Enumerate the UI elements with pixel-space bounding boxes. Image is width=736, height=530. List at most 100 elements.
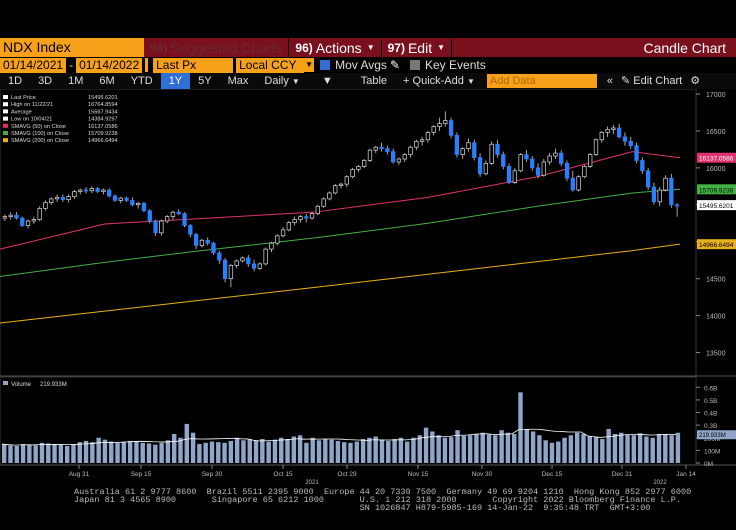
gear-icon[interactable]: ⚙: [690, 75, 701, 87]
chevron-down-icon[interactable]: ▼: [304, 58, 315, 72]
volume-bar: [190, 432, 196, 463]
currency-select[interactable]: Local CCY: [236, 57, 305, 73]
chevron-down-icon[interactable]: ▼: [321, 75, 333, 87]
volume-tick-label: 0.6B: [704, 385, 717, 392]
volume-bar: [165, 440, 171, 463]
candle-body: [251, 263, 257, 269]
volume-bar: [600, 439, 605, 463]
candle-body: [321, 198, 326, 207]
price-tag-label: 15709.9238: [699, 187, 734, 194]
time-tick-label: Oct 29: [337, 471, 357, 478]
pencil-icon: ✎: [620, 75, 634, 87]
candle-body: [535, 167, 541, 176]
price-axis: 1700016500160001550015000145001400013500…: [696, 92, 736, 358]
candle-body: [101, 189, 106, 192]
candle-body: [333, 185, 338, 194]
calendar-icon[interactable]: [145, 58, 149, 72]
candle-body: [228, 265, 234, 280]
suggested-charts-label: Suggested Charts: [170, 39, 283, 56]
candle-body: [553, 152, 558, 157]
volume-bar: [134, 441, 139, 463]
candle-body: [356, 166, 361, 170]
volume-bar: [127, 440, 133, 463]
period-ytd[interactable]: YTD: [130, 75, 153, 87]
collapse-icon[interactable]: «: [606, 75, 613, 87]
quick-add-button[interactable]: + Quick-Add ▼: [395, 73, 483, 89]
volume-bar: [316, 440, 322, 463]
candle-body: [107, 189, 112, 197]
period-1d[interactable]: 1D: [8, 75, 23, 87]
period-1m[interactable]: 1M: [68, 75, 84, 87]
volume-bar: [203, 442, 208, 463]
volume-tag: [697, 430, 736, 440]
candle-body: [217, 252, 222, 261]
volume-bar: [568, 435, 574, 463]
edit-chart-button[interactable]: ✎ Edit Chart: [617, 73, 686, 89]
candle-body: [112, 195, 118, 201]
period-5y[interactable]: 5Y: [198, 75, 212, 87]
candle-body: [477, 157, 483, 175]
checkbox-checked-icon: [320, 60, 331, 70]
chevron-down-icon: ▼: [291, 77, 300, 86]
candle-body: [541, 161, 546, 176]
candle-body: [153, 220, 158, 234]
candle-body: [460, 148, 465, 155]
candle-body: [379, 146, 384, 150]
end-date-field[interactable]: 01/14/2022: [76, 57, 143, 73]
volume-bar: [430, 431, 435, 463]
candle-body: [159, 220, 164, 234]
candle-body: [419, 139, 425, 142]
period-max[interactable]: Max: [227, 75, 249, 87]
candle-body: [234, 260, 239, 266]
volume-bar: [272, 439, 278, 463]
candle-body: [495, 143, 500, 155]
candle-body: [431, 126, 436, 133]
volume-bar: [90, 442, 95, 463]
suggested-charts-menu[interactable]: 94) Suggested Charts: [144, 38, 290, 57]
volume-bar: [404, 441, 410, 463]
candle-body: [66, 196, 71, 200]
time-tick-label: Jan 14: [676, 471, 696, 478]
volume-bar: [386, 440, 391, 463]
mov-avgs-toggle[interactable]: Mov Avgs ✎: [320, 58, 400, 72]
candle-body: [362, 160, 367, 167]
candle-body: [593, 139, 599, 155]
volume-bar: [64, 445, 70, 463]
candle-body: [669, 177, 674, 206]
start-date-field[interactable]: 01/14/2021: [0, 57, 67, 73]
chart-title-bar: NDX Index 94) Suggested Charts 96) Actio…: [0, 38, 736, 57]
volume-bar: [279, 437, 284, 463]
key-events-toggle[interactable]: Key Events: [410, 58, 486, 72]
volume-bar: [109, 441, 114, 463]
edit-chart-label: Edit Chart: [633, 75, 683, 87]
edit-number: 97): [387, 40, 405, 55]
chart-legend: Last Price 15495.6201 High on 11/22/21 1676…: [3, 95, 118, 144]
edit-label: Edit: [407, 39, 433, 56]
price-chart[interactable]: 1700016500160001550015000145001400013500…: [0, 89, 736, 488]
volume-bar: [197, 444, 202, 463]
candle-body: [617, 127, 622, 138]
volume-bar: [612, 433, 618, 463]
volume-average-line: [1, 428, 676, 446]
candle-body: [512, 170, 517, 183]
legend-label: Last Price: [11, 95, 36, 101]
candle-body: [547, 155, 552, 163]
actions-menu[interactable]: 96) Actions ▼: [289, 38, 382, 57]
ticker-field[interactable]: NDX Index: [0, 38, 144, 57]
period-1y[interactable]: 1Y: [160, 73, 191, 89]
add-data-input[interactable]: Add Data: [486, 74, 597, 88]
edit-menu[interactable]: 97) Edit ▼: [382, 38, 452, 57]
period-6m[interactable]: 6M: [99, 75, 115, 87]
volume-bar: [146, 443, 152, 463]
table-button[interactable]: Table: [360, 75, 388, 87]
pencil-icon[interactable]: ✎: [389, 58, 400, 72]
candle-body: [286, 222, 291, 231]
frequency-select[interactable]: Daily ▼: [256, 73, 307, 89]
price-field-select[interactable]: Last Px: [153, 57, 234, 73]
volume-bar: [20, 444, 26, 463]
candle-body: [466, 142, 471, 150]
volume-bar: [625, 434, 630, 463]
legend-label: SMAVG (100) on Close: [11, 131, 69, 137]
period-3d[interactable]: 3D: [38, 75, 53, 87]
chart-grid: [0, 89, 736, 466]
